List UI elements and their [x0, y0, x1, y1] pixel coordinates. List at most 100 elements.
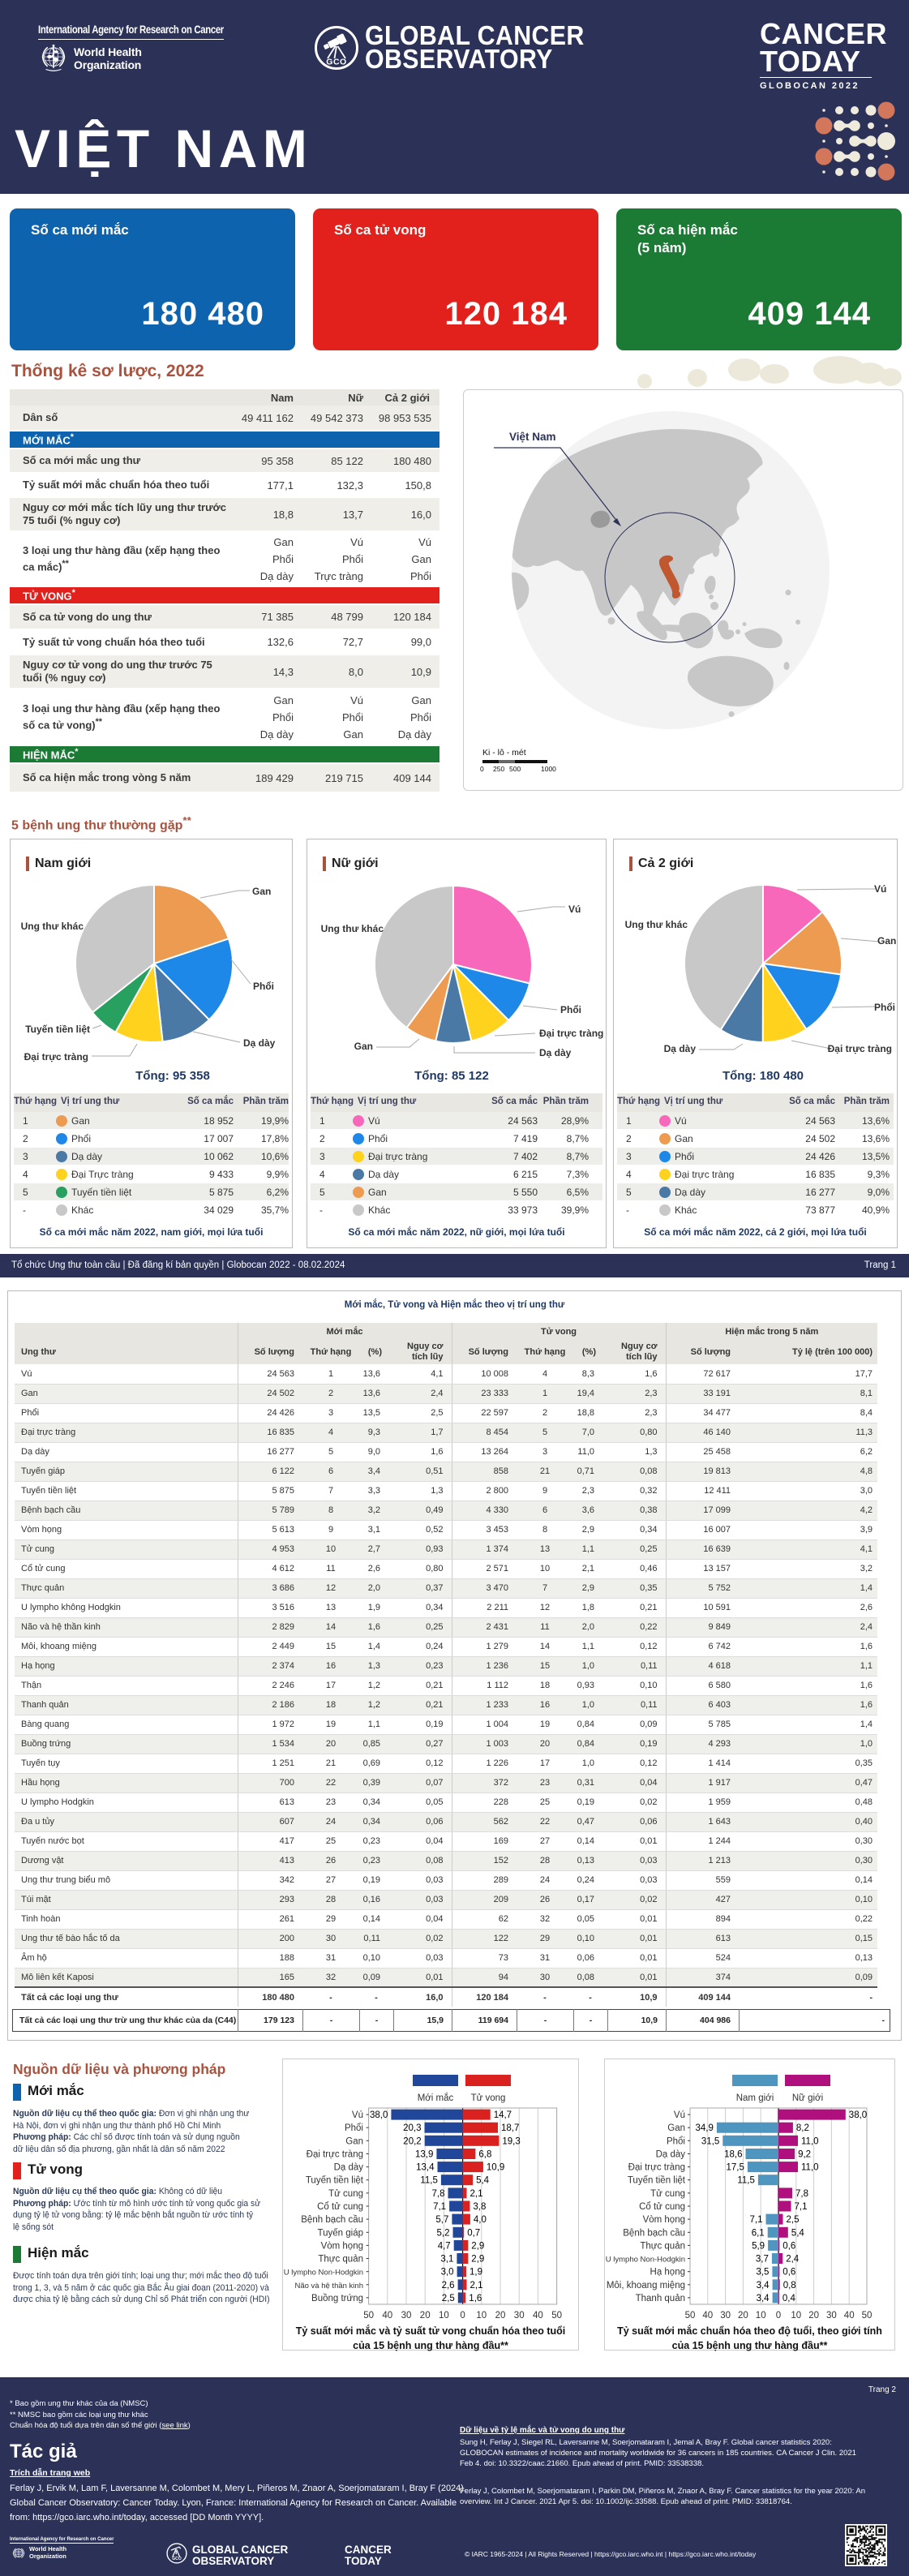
svg-text:Môi, khoang miệng: Môi, khoang miệng	[607, 2281, 685, 2290]
svg-text:5,9: 5,9	[752, 2241, 765, 2251]
svg-text:Dạ dày: Dạ dày	[334, 2163, 364, 2173]
svg-text:Vòm họng: Vòm họng	[643, 2215, 685, 2225]
svg-text:3,7: 3,7	[756, 2255, 769, 2265]
svg-text:6,1: 6,1	[752, 2228, 765, 2238]
svg-text:10: 10	[439, 2311, 449, 2321]
svg-text:3,1: 3,1	[440, 2255, 453, 2265]
svg-text:Tỷ suất mới mắc chuẩn hóa theo: Tỷ suất mới mắc chuẩn hóa theo độ tuổi, …	[617, 2325, 882, 2337]
svg-text:Hạ họng: Hạ họng	[650, 2268, 685, 2278]
svg-text:Tử vong: Tử vong	[471, 2093, 506, 2103]
svg-text:0,4: 0,4	[783, 2294, 796, 2303]
svg-text:7,8: 7,8	[795, 2189, 808, 2199]
svg-text:10,9: 10,9	[487, 2163, 504, 2173]
svg-text:Phổi: Phổi	[667, 2136, 685, 2146]
svg-text:Ung thư khác: Ung thư khác	[21, 921, 84, 932]
svg-text:3,5: 3,5	[756, 2268, 769, 2278]
svg-text:50: 50	[363, 2311, 374, 2321]
svg-text:Thanh quản: Thanh quản	[636, 2294, 685, 2303]
svg-text:2,9: 2,9	[471, 2255, 484, 2265]
svg-text:Thực quản: Thực quản	[318, 2255, 363, 2265]
svg-text:2,6: 2,6	[442, 2281, 455, 2290]
svg-text:50: 50	[862, 2311, 873, 2321]
svg-text:38,0: 38,0	[849, 2110, 867, 2120]
svg-text:Dạ dày: Dạ dày	[656, 2150, 686, 2160]
svg-text:Đại trực tràng: Đại trực tràng	[828, 1043, 892, 1054]
svg-text:Ki - lô - mét: Ki - lô - mét	[482, 748, 526, 758]
svg-text:Đại trực tràng: Đại trực tràng	[628, 2163, 685, 2173]
svg-text:7,8: 7,8	[432, 2189, 445, 2199]
svg-text:3,4: 3,4	[757, 2281, 770, 2290]
svg-text:Mới mắc: Mới mắc	[418, 2093, 454, 2103]
svg-text:Vú: Vú	[674, 2110, 685, 2120]
svg-text:31,5: 31,5	[701, 2136, 719, 2146]
svg-text:Nam giới: Nam giới	[736, 2093, 774, 2103]
svg-text:Ung thư khác: Ung thư khác	[625, 919, 688, 930]
svg-text:2,5: 2,5	[787, 2215, 800, 2225]
svg-text:Vú: Vú	[874, 883, 886, 895]
svg-text:Tổng: 95 358: Tổng: 95 358	[135, 1069, 210, 1083]
svg-text:2,1: 2,1	[470, 2281, 483, 2290]
svg-text:2,5: 2,5	[442, 2294, 455, 2303]
svg-text:Gan: Gan	[877, 935, 896, 947]
svg-text:50: 50	[685, 2311, 696, 2321]
svg-text:0,6: 0,6	[783, 2241, 795, 2251]
svg-text:10: 10	[756, 2311, 766, 2321]
svg-text:của 15 bệnh ung thư hàng đầu**: của 15 bệnh ung thư hàng đầu**	[672, 2340, 828, 2351]
svg-text:8,2: 8,2	[796, 2123, 809, 2133]
svg-text:Việt Nam: Việt Nam	[509, 431, 556, 443]
svg-text:7,1: 7,1	[795, 2202, 808, 2212]
svg-text:17,5: 17,5	[727, 2163, 744, 2173]
svg-text:Thực quản: Thực quản	[640, 2241, 685, 2251]
svg-text:0: 0	[776, 2311, 781, 2321]
svg-text:3,8: 3,8	[473, 2202, 486, 2212]
svg-text:Phổi: Phổi	[253, 981, 274, 992]
svg-text:5,7: 5,7	[435, 2215, 448, 2225]
svg-text:11,0: 11,0	[801, 2163, 819, 2173]
svg-text:GCO: GCO	[326, 58, 346, 67]
svg-text:20: 20	[738, 2311, 748, 2321]
svg-text:GCO: GCO	[172, 2557, 182, 2561]
svg-text:6,8: 6,8	[478, 2150, 491, 2160]
svg-text:13,4: 13,4	[416, 2163, 435, 2173]
svg-text:34,9: 34,9	[696, 2123, 714, 2133]
svg-text:Buồng trứng: Buồng trứng	[311, 2294, 363, 2303]
svg-text:Đại trực tràng: Đại trực tràng	[307, 2150, 363, 2160]
svg-text:18,7: 18,7	[501, 2123, 519, 2133]
svg-text:Dạ dày: Dạ dày	[243, 1037, 276, 1049]
svg-text:40: 40	[533, 2311, 543, 2321]
svg-text:Não và hệ thần kinh: Não và hệ thần kinh	[294, 2282, 363, 2290]
svg-text:Dạ dày: Dạ dày	[539, 1047, 572, 1058]
svg-text:Tỷ suất mới mắc và tỷ suất tử: Tỷ suất mới mắc và tỷ suất tử vong chuẩn…	[296, 2325, 566, 2337]
svg-text:30: 30	[514, 2311, 525, 2321]
svg-text:30: 30	[720, 2311, 731, 2321]
svg-text:0,7: 0,7	[467, 2228, 480, 2238]
svg-text:Gan: Gan	[345, 2136, 363, 2146]
svg-text:0,8: 0,8	[783, 2281, 796, 2290]
svg-text:38,0: 38,0	[370, 2110, 388, 2120]
svg-text:Tử cung: Tử cung	[650, 2189, 685, 2199]
svg-text:40: 40	[844, 2311, 855, 2321]
svg-text:9,2: 9,2	[798, 2150, 811, 2160]
svg-text:U lympho Non-Hodgkin: U lympho Non-Hodgkin	[606, 2256, 685, 2265]
svg-text:Gan: Gan	[354, 1041, 373, 1052]
svg-text:11,5: 11,5	[737, 2176, 755, 2186]
svg-text:14,7: 14,7	[494, 2110, 512, 2120]
svg-text:19,3: 19,3	[502, 2136, 520, 2146]
svg-text:2,4: 2,4	[786, 2255, 800, 2265]
svg-text:Tuyến tiền liệt: Tuyến tiền liệt	[628, 2176, 686, 2186]
svg-text:U lympho Non-Hodgkin: U lympho Non-Hodgkin	[284, 2269, 363, 2278]
svg-text:4,0: 4,0	[474, 2215, 487, 2225]
svg-text:40: 40	[382, 2311, 392, 2321]
svg-text:Cổ tử cung: Cổ tử cung	[639, 2202, 685, 2212]
svg-text:20,2: 20,2	[403, 2136, 421, 2146]
svg-text:Tuyến tiền liệt: Tuyến tiền liệt	[306, 2176, 364, 2186]
svg-text:Bệnh bạch cầu: Bệnh bạch cầu	[623, 2228, 685, 2238]
svg-text:50: 50	[551, 2311, 562, 2321]
svg-text:1,6: 1,6	[469, 2294, 482, 2303]
svg-text:20: 20	[495, 2311, 506, 2321]
svg-text:Bệnh bạch cầu: Bệnh bạch cầu	[301, 2215, 363, 2225]
svg-text:1000: 1000	[541, 765, 556, 773]
svg-text:10: 10	[476, 2311, 487, 2321]
svg-text:0,6: 0,6	[783, 2268, 795, 2278]
svg-text:7,1: 7,1	[433, 2202, 446, 2212]
